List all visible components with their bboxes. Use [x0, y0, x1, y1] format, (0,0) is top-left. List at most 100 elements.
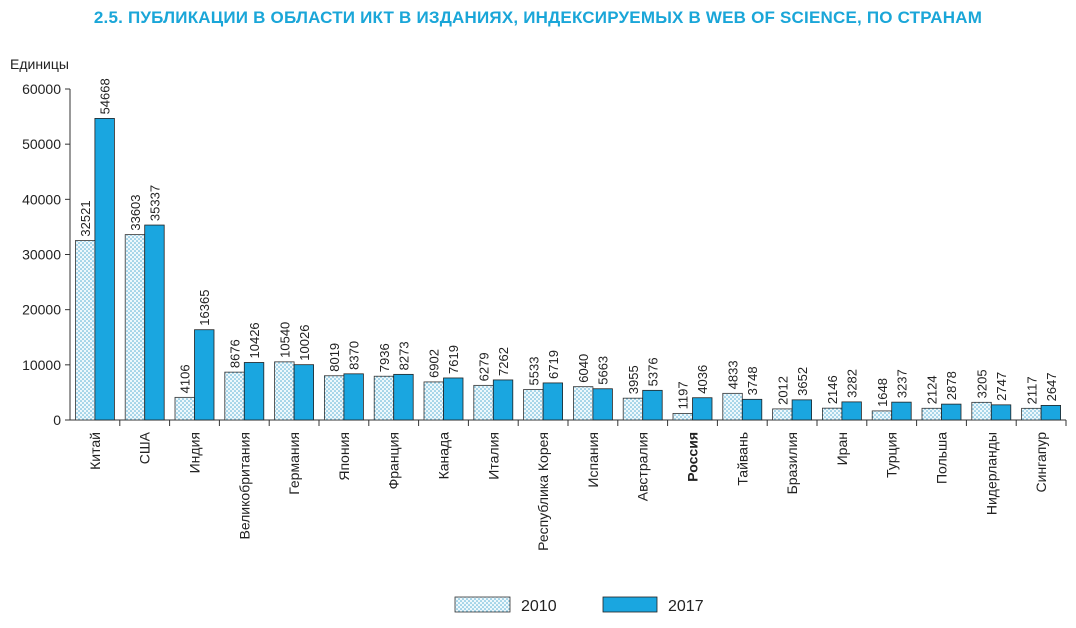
bar-2010 — [871, 410, 893, 421]
value-label-2010: 6040 — [576, 354, 591, 383]
bar-2010 — [921, 407, 942, 421]
bar-2010 — [473, 384, 494, 421]
x-tick-label: Италия — [485, 432, 501, 480]
value-label-2017: 7262 — [496, 347, 511, 376]
x-tick-label: Россия — [685, 432, 701, 482]
bar-2010 — [323, 375, 345, 421]
bar-2010 — [573, 386, 594, 421]
bar-2017 — [692, 397, 713, 421]
x-tick-label: Китай — [87, 432, 103, 470]
x-tick-label: Бразилия — [784, 432, 800, 494]
x-tick-label: Турция — [884, 432, 900, 478]
value-label-2010: 3205 — [975, 369, 990, 398]
y-tick-label: 30000 — [22, 247, 61, 263]
bar-2010 — [423, 381, 444, 421]
bar-2017 — [243, 362, 265, 421]
y-tick-label: 10000 — [22, 357, 61, 373]
value-label-2017: 10026 — [297, 325, 312, 361]
bar-2010 — [75, 240, 96, 421]
y-tick-label: 60000 — [22, 81, 61, 97]
bar-2017 — [542, 382, 563, 421]
value-label-2010: 2117 — [1024, 376, 1039, 404]
value-label-2010: 2146 — [825, 375, 840, 404]
value-label-2010: 6902 — [427, 349, 442, 378]
value-label-2010: 6279 — [477, 352, 492, 381]
value-label-2010: 4833 — [726, 360, 741, 389]
x-tick-label: Япония — [336, 432, 352, 481]
x-tick-label: Сингапур — [1033, 432, 1049, 493]
y-tick-label: 0 — [53, 412, 61, 428]
value-label-2017: 35337 — [147, 185, 162, 221]
value-label-2017: 5376 — [645, 357, 660, 386]
bar-2017 — [293, 364, 315, 421]
x-tick-label: Испания — [585, 432, 601, 488]
bar-2010 — [373, 375, 395, 421]
value-label-2017: 54668 — [98, 78, 113, 114]
value-label-2010: 2012 — [775, 376, 790, 405]
legend-label-2017: 2017 — [668, 598, 704, 615]
y-tick-label: 40000 — [22, 191, 61, 207]
bar-2010 — [622, 397, 644, 421]
value-label-2010: 3955 — [626, 365, 641, 394]
bar-2010 — [722, 392, 743, 421]
value-label-2017: 3652 — [795, 367, 810, 396]
value-label-2010: 10540 — [277, 322, 292, 358]
bar-2010 — [1021, 407, 1042, 421]
bar-2017 — [443, 377, 464, 421]
value-label-2010: 7936 — [377, 343, 392, 372]
value-label-2017: 16365 — [197, 290, 212, 326]
value-label-2017: 10426 — [247, 322, 262, 358]
bar-2010 — [124, 234, 146, 421]
value-label-2017: 2747 — [994, 372, 1009, 401]
bar-2017 — [642, 389, 663, 421]
legend-swatch-2010 — [454, 596, 511, 613]
x-tick-label: Индия — [187, 432, 203, 473]
bar-2017 — [393, 373, 414, 421]
legend-label-2010: 2010 — [521, 598, 557, 615]
x-tick-label: Австралия — [635, 432, 651, 501]
bar-2017 — [941, 403, 962, 421]
value-label-2010: 2124 — [925, 375, 940, 404]
bar-2017 — [791, 399, 812, 421]
bar-2017 — [891, 401, 912, 421]
x-tick-label: Польша — [934, 432, 950, 484]
x-tick-label: Германия — [286, 432, 302, 495]
x-tick-label: США — [137, 431, 153, 464]
value-label-2017: 2647 — [1044, 372, 1059, 401]
x-tick-label: Тайвань — [734, 432, 750, 486]
value-label-2010: 1197 — [676, 381, 691, 409]
chart-title: 2.5. ПУБЛИКАЦИИ В ОБЛАСТИ ИКТ В ИЗДАНИЯХ… — [93, 8, 983, 27]
bar-2017 — [194, 329, 215, 421]
value-label-2017: 3748 — [745, 366, 760, 395]
x-tick-label: Республика Корея — [535, 432, 551, 551]
bar-2010 — [822, 407, 843, 421]
bar-2017 — [990, 404, 1012, 421]
bar-2010 — [274, 361, 295, 421]
bar-2017 — [144, 224, 165, 421]
value-label-2017: 8273 — [396, 341, 411, 370]
value-label-2010: 8019 — [327, 343, 342, 372]
value-label-2017: 3282 — [845, 369, 860, 398]
value-label-2010: 4106 — [178, 364, 193, 393]
value-label-2010: 33603 — [128, 194, 143, 230]
value-label-2017: 4036 — [695, 365, 710, 394]
legend-swatch-2017 — [602, 596, 658, 613]
value-label-2010: 32521 — [78, 200, 93, 236]
bar-2017 — [1040, 404, 1061, 421]
y-tick-label: 50000 — [22, 136, 61, 152]
y-axis-label: Единицы — [10, 56, 69, 72]
bar-2010 — [224, 371, 245, 421]
value-label-2017: 7619 — [446, 345, 461, 374]
bar-2010 — [971, 401, 992, 421]
bar-2010 — [174, 396, 195, 421]
value-label-2017: 8370 — [347, 341, 362, 370]
x-tick-label: Франция — [386, 432, 402, 489]
bar-2017 — [592, 388, 613, 421]
bar-2017 — [741, 398, 763, 421]
bar-2017 — [492, 379, 514, 421]
x-tick-label: Канада — [436, 432, 452, 480]
x-tick-label: Нидерланды — [983, 432, 999, 515]
value-label-2010: 8676 — [228, 339, 243, 368]
bar-2010 — [772, 408, 793, 421]
